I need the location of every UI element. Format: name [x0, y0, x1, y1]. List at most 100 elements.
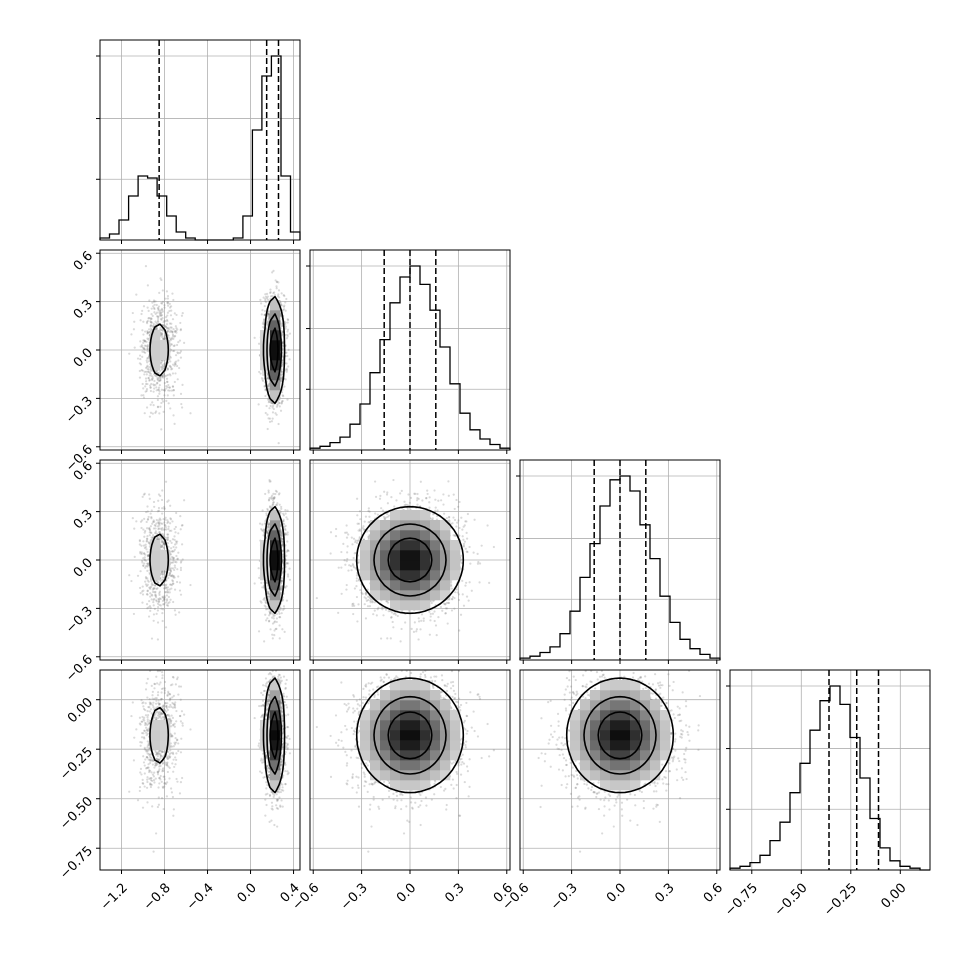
sample-point	[146, 537, 149, 541]
sample-point	[145, 602, 149, 606]
sample-point	[286, 335, 289, 338]
sample-point	[279, 378, 283, 381]
sample-point	[144, 366, 148, 369]
sample-point	[172, 388, 175, 392]
sample-point	[147, 368, 150, 371]
sample-point	[286, 398, 289, 401]
sample-point	[280, 303, 283, 307]
sample-point	[162, 596, 166, 599]
sample-point	[144, 382, 148, 386]
sample-point	[163, 389, 166, 392]
sample-point	[259, 600, 262, 603]
sample-point	[148, 316, 151, 320]
sample-point	[163, 572, 166, 575]
sample-point	[155, 600, 158, 603]
sample-point	[160, 367, 164, 370]
sample-point	[156, 388, 160, 391]
sample-point	[284, 528, 287, 532]
sample-point	[271, 417, 274, 420]
sample-point	[161, 375, 164, 378]
density-bin	[160, 340, 171, 351]
sample-point	[151, 375, 154, 378]
sample-point	[161, 365, 164, 369]
sample-point	[157, 315, 160, 318]
density-bin	[150, 360, 161, 371]
sample-point	[150, 585, 153, 588]
sample-point	[141, 519, 144, 522]
sample-point	[165, 583, 168, 586]
sample-point	[168, 306, 172, 309]
sample-point	[274, 492, 277, 496]
sample-point	[264, 295, 268, 298]
sample-point	[163, 335, 166, 338]
sample-point	[169, 407, 172, 410]
sample-point	[142, 396, 146, 399]
sample-point	[128, 352, 131, 355]
sample-point	[264, 301, 268, 304]
sample-point	[145, 340, 148, 343]
sample-point	[264, 605, 267, 608]
sample-point	[173, 609, 177, 612]
sample-point	[170, 338, 173, 341]
sample-point	[144, 529, 147, 533]
sample-point	[281, 560, 285, 563]
sample-point	[158, 521, 161, 524]
sample-point	[162, 337, 165, 340]
sample-point	[161, 573, 164, 576]
sample-point	[160, 278, 163, 282]
sample-point	[157, 499, 160, 502]
sample-point	[163, 596, 166, 599]
sample-point	[144, 577, 148, 580]
sample-point	[147, 338, 150, 341]
sample-point	[151, 536, 154, 539]
sample-point	[145, 537, 149, 540]
sample-point	[174, 372, 177, 375]
sample-point	[143, 517, 146, 520]
sample-point	[146, 364, 149, 367]
sample-point	[143, 344, 146, 347]
panel-content	[128, 265, 292, 445]
sample-point	[168, 364, 171, 367]
sample-point	[147, 377, 150, 380]
sample-point	[144, 385, 147, 388]
sample-point	[145, 548, 148, 551]
sample-point	[144, 390, 147, 393]
sample-point	[172, 298, 175, 302]
sample-point	[269, 610, 272, 613]
sample-point	[155, 537, 159, 541]
sample-point	[142, 557, 145, 560]
sample-point	[146, 367, 149, 371]
sample-point	[166, 588, 169, 592]
sample-point	[177, 352, 180, 355]
sample-point	[280, 507, 283, 510]
sample-point	[168, 591, 171, 594]
sample-point	[162, 400, 165, 403]
sample-point	[150, 582, 153, 585]
sample-point	[149, 324, 152, 327]
sample-point	[173, 364, 176, 367]
sample-point	[277, 422, 280, 426]
sample-point	[259, 298, 262, 301]
sample-point	[156, 536, 159, 539]
sample-point	[164, 316, 168, 319]
sample-point	[155, 587, 158, 591]
sample-point	[155, 532, 158, 535]
sample-point	[165, 374, 168, 377]
sample-point	[150, 598, 153, 601]
sample-point	[284, 301, 287, 304]
sample-point	[157, 379, 160, 383]
sample-point	[152, 324, 156, 327]
sample-point	[140, 551, 143, 554]
sample-point	[149, 386, 152, 389]
sample-point	[159, 369, 162, 372]
sample-point	[286, 531, 289, 534]
sample-point	[138, 586, 142, 590]
sample-point	[161, 489, 164, 492]
sample-point	[163, 528, 166, 531]
sample-point	[162, 542, 166, 546]
sample-point	[149, 389, 153, 393]
sample-point	[146, 564, 149, 567]
sample-point	[152, 598, 155, 602]
sample-point	[153, 520, 156, 523]
sample-point	[279, 325, 283, 328]
